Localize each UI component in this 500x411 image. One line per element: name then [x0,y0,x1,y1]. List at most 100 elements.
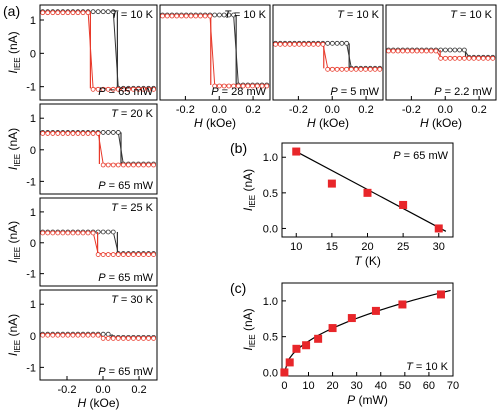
x-tick-label: 40 [375,380,387,392]
sweep-up-point [115,130,121,135]
sweep-down-point [277,41,283,47]
x-tick-label: 70 [447,380,459,392]
y-tick-label: 0 [30,238,36,250]
sweep-down-point [115,86,121,92]
sweep-down-point [125,162,131,168]
y-tick-label: -1 [26,176,36,188]
sweep-down-point [250,83,255,89]
x-axis-label: H (kOe) [307,116,349,130]
data-point [398,300,407,309]
y-tick-label: 0.5 [263,332,278,344]
x-tick-label: 0.2 [245,104,260,116]
sweep-up-point [461,47,467,53]
sweep-down-point [221,83,227,89]
sweep-down-point [90,131,96,136]
sweep-up-line [275,42,380,69]
sweep-down-point [146,252,151,257]
sweep-down-point [90,332,96,338]
sweep-up-point [110,229,116,235]
sweep-down-point [65,332,71,338]
sweep-down-point [480,55,486,61]
sweep-up-point [105,229,111,235]
sweep-up-point [457,47,463,53]
y-tick-label: 0 [30,331,36,343]
sweep-down-point [120,86,126,92]
sweep-down-point [50,10,56,16]
sweep-down-point [363,66,368,72]
sweep-down-point [452,55,458,61]
sweep-up-point [442,47,448,53]
sweep-up-line [162,14,267,86]
sweep-down-line [42,131,154,165]
data-point [280,368,289,377]
sweep-down-point [100,252,106,257]
sweep-down-point [151,252,156,257]
sweep-up-point [90,9,96,15]
sweep-down-point [169,13,175,19]
sweep-down-point [212,83,218,89]
sweep-down-point [105,86,111,92]
sweep-down-point [136,86,141,92]
x-axis-label: H (kOe) [77,396,119,410]
sweep-down-point [110,86,116,92]
x-axis-label: T (K) [354,254,381,268]
sweep-down-point [70,131,76,136]
x-axis-label: H (kOe) [194,116,236,130]
sweep-down-point [151,162,156,168]
sweep-up-point [334,40,340,46]
y-tick-label: -1 [26,269,36,281]
y-axis-label: IIEE (nA) [6,128,22,170]
sweep-down-point [198,13,203,19]
sweep-down-point [490,55,496,61]
sweep-down-point [471,55,477,61]
sweep-down-point [405,48,410,54]
temperature-annotation: T = 10 K [337,9,380,21]
sweep-down-point [315,41,321,47]
sweep-down-line [42,11,154,89]
sweep-down-point [358,66,364,72]
sweep-down-point [438,55,444,61]
temperature-annotation: T = 25 K [111,202,154,214]
sweep-down-point [110,335,116,341]
power-annotation: P = 65 mW [98,86,153,98]
sweep-down-point [287,41,293,47]
sweep-down-point [136,335,141,341]
sweep-down-point [282,41,288,47]
sweep-down-point [65,131,71,136]
sweep-down-point [146,86,151,92]
sweep-up-point [226,12,232,18]
y-tick-label: 1 [30,207,36,219]
sweep-down-point [115,252,121,257]
sweep-down-point [377,66,383,72]
sweep-up-point [100,331,106,337]
data-point [292,147,301,156]
temperature-annotation: T = 10 K [450,9,493,21]
sweep-down-point [136,162,141,168]
sweep-down-point [409,48,415,54]
condition-annotation: T = 10 K [406,361,449,373]
sweep-down-point [105,162,111,168]
plot-frame [385,4,497,101]
sweep-up-point [452,47,458,53]
y-axis-label: IIEE (nA) [6,31,22,73]
sweep-down-point [95,131,101,136]
data-point [371,306,380,315]
sweep-down-point [75,131,81,136]
sweep-down-point [75,10,81,16]
sweep-up-point [339,40,345,46]
x-tick-label: -0.2 [58,384,77,396]
sweep-down-point [296,41,302,47]
sweep-down-point [80,230,86,236]
sweep-up-point [325,40,331,46]
sweep-down-point [372,66,378,72]
sweep-down-point [40,10,46,16]
condition-annotation: P = 65 mW [393,150,448,162]
sweep-up-point [221,12,227,18]
sweep-down-point [466,55,472,61]
sweep-down-point [457,55,463,61]
plot-frame [39,197,158,287]
sweep-up-point [100,229,106,235]
x-axis-label: P (mW) [347,393,388,407]
y-tick-label: 0.0 [263,367,278,379]
sweep-up-line [42,131,154,165]
